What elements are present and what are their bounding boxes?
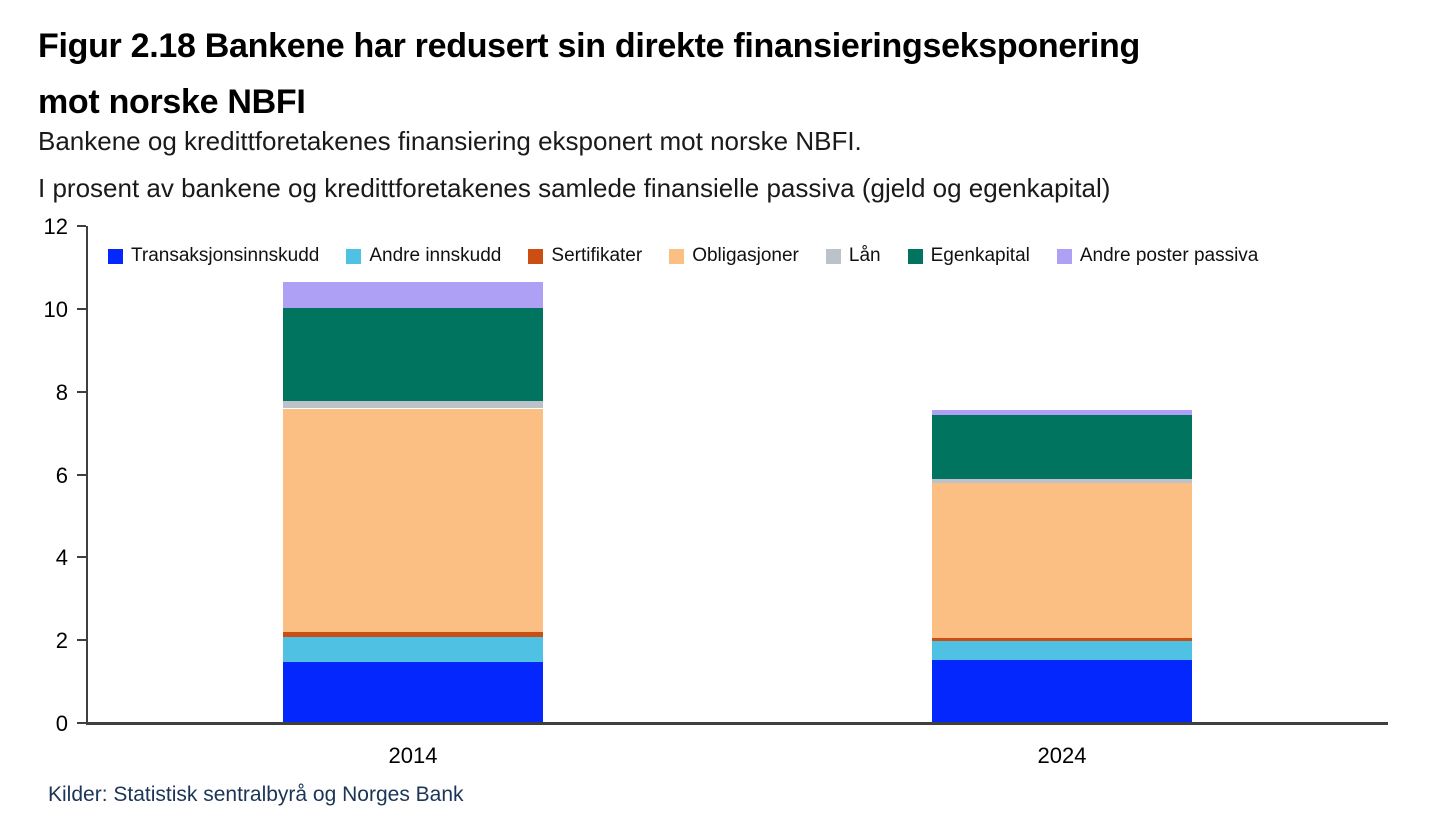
- bar-segment-andre-innskudd: [932, 641, 1192, 660]
- figure-title: Figur 2.18 Bankene har redusert sin dire…: [38, 18, 1408, 131]
- bar-2024: [932, 225, 1192, 722]
- y-tick-mark: [77, 556, 86, 559]
- y-tick-label: 2: [55, 628, 68, 654]
- y-tick-mark: [77, 639, 86, 642]
- legend-label: Andre poster passiva: [1079, 245, 1259, 266]
- legend-swatch-icon: [108, 248, 123, 264]
- y-tick-label: 6: [55, 462, 68, 488]
- y-tick-label: 8: [55, 379, 68, 405]
- figure-title-line1: Figur 2.18 Bankene har redusert sin dire…: [38, 27, 1140, 65]
- legend-item: Lån: [825, 245, 881, 267]
- bar-segment-transaksjonsinnskudd: [932, 659, 1192, 722]
- legend-label: Obligasjoner: [692, 245, 799, 266]
- figure-title-line2: mot norske NBFI: [38, 83, 306, 122]
- y-tick-mark: [77, 225, 86, 227]
- legend-item: Andre innskudd: [346, 245, 501, 267]
- bar-2014: [283, 225, 543, 722]
- x-category-label: 2014: [388, 743, 438, 768]
- bar-segment-andre-poster-passiva: [283, 282, 543, 308]
- y-tick-label: 0: [55, 711, 68, 736]
- bar-segment-andre-poster-passiva: [932, 410, 1192, 416]
- legend-swatch-icon: [1056, 248, 1072, 264]
- y-tick-mark: [77, 722, 86, 724]
- legend-item: Sertifikater: [528, 245, 642, 267]
- legend-swatch-icon: [669, 248, 685, 264]
- legend-swatch-icon: [907, 248, 923, 264]
- bar-segment-lån: [932, 479, 1192, 484]
- bar-segment-sertifikater: [932, 637, 1192, 642]
- y-tick-label: 10: [43, 296, 68, 322]
- bar-segment-lån: [283, 401, 543, 409]
- bar-segment-transaksjonsinnskudd: [283, 661, 543, 722]
- chart-legend: Transaksjonsinnskudd Andre innskudd Sertif…: [108, 245, 1258, 267]
- y-tick-mark: [77, 473, 86, 476]
- legend-item: Egenkapital: [907, 245, 1030, 267]
- legend-swatch-icon: [528, 248, 544, 264]
- source-line: Kilder: Statistisk sentralbyrå og Norges…: [48, 783, 464, 806]
- y-axis-line: [86, 226, 88, 723]
- bar-segment-sertifikater: [283, 632, 543, 638]
- bar-segment-obligasjoner: [932, 483, 1192, 638]
- legend-item: Transaksjonsinnskudd: [108, 245, 319, 267]
- figure-subtitle-units: I prosent av bankene og kredittforetaken…: [38, 173, 1111, 203]
- bar-segment-egenkapital: [283, 307, 543, 402]
- y-tick-mark: [77, 390, 86, 393]
- legend-label: Sertifikater: [551, 245, 643, 266]
- y-tick-label: 12: [43, 214, 68, 239]
- legend-item: Obligasjoner: [669, 245, 799, 267]
- legend-swatch-icon: [825, 248, 841, 264]
- x-axis-line: [86, 722, 1388, 725]
- y-tick-mark: [77, 307, 86, 310]
- bar-segment-egenkapital: [932, 415, 1192, 480]
- bar-segment-obligasjoner: [283, 408, 543, 633]
- legend-item: Andre poster passiva: [1056, 245, 1259, 267]
- bar-segment-andre-innskudd: [283, 637, 543, 662]
- legend-label: Egenkapital: [930, 245, 1030, 266]
- legend-label: Lån: [848, 245, 881, 266]
- plot-area: Transaksjonsinnskudd Andre innskudd Sertif…: [44, 216, 1388, 768]
- y-tick-label: 4: [55, 545, 68, 571]
- x-category-label: 2024: [1037, 743, 1087, 768]
- legend-label: Andre innskudd: [369, 245, 502, 266]
- figure-subtitle: Bankene og kredittforetakenes finansieri…: [38, 126, 862, 156]
- legend-label: Transaksjonsinnskudd: [131, 245, 320, 266]
- legend-swatch-icon: [346, 248, 362, 264]
